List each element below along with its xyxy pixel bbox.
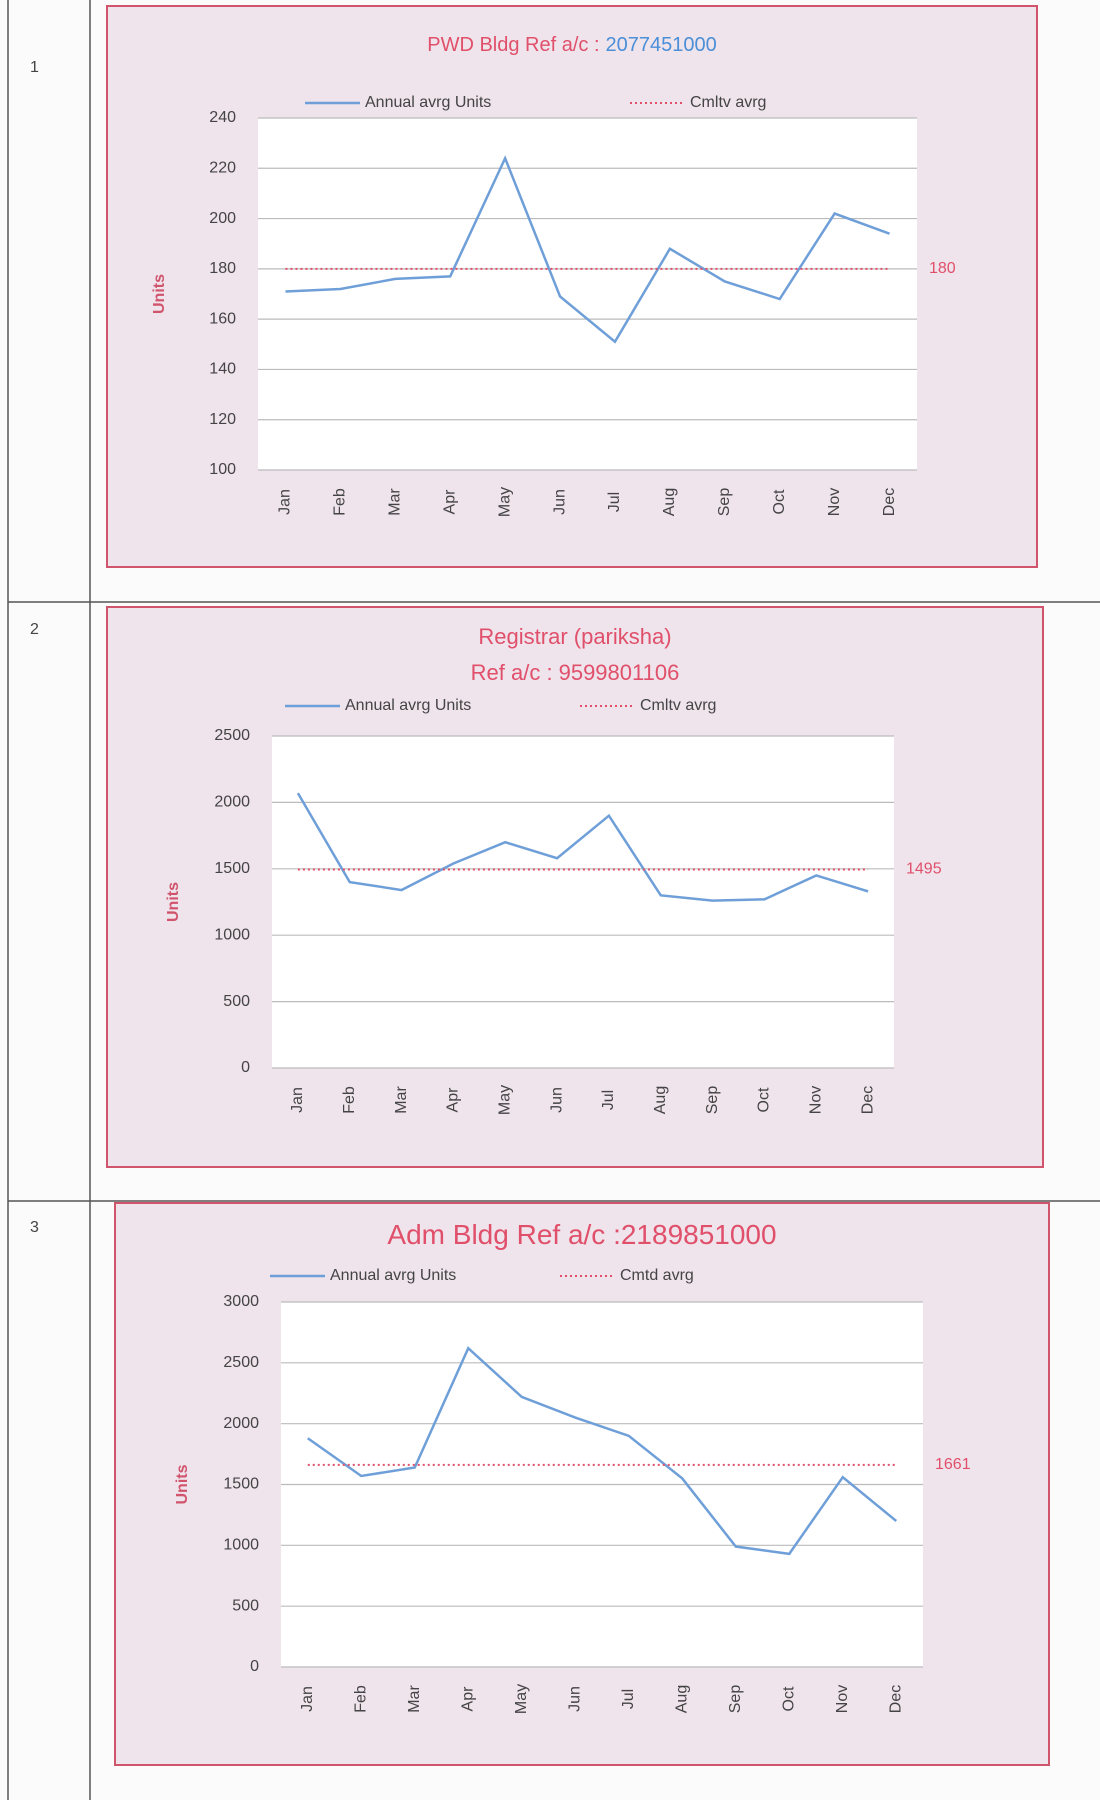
x-tick-label: Jul (620, 1689, 637, 1709)
legend-label: Annual avrg Units (345, 697, 471, 714)
x-tick-label: May (513, 1684, 530, 1714)
x-tick-label: Apr (459, 1686, 476, 1712)
x-tick-label: Dec (881, 488, 898, 516)
average-label: 180 (929, 260, 956, 277)
y-tick-label: 1000 (214, 926, 250, 943)
y-tick-label: 2500 (214, 727, 250, 744)
x-tick-label: Sep (727, 1685, 744, 1714)
x-tick-label: Oct (756, 1087, 773, 1112)
row-number: 2 (30, 621, 39, 638)
data-line (307, 1346, 898, 1556)
x-tick-label: Oct (771, 489, 788, 514)
x-tick-label: Jan (277, 489, 294, 515)
legend-label: Annual avrg Units (330, 1267, 456, 1284)
x-tick-label: Feb (332, 488, 349, 516)
x-tick-label: Feb (341, 1086, 358, 1114)
x-tick-label: Dec (859, 1086, 876, 1114)
data-line (296, 792, 869, 902)
y-tick-label: 100 (209, 461, 236, 478)
x-tick-label: Aug (673, 1685, 690, 1713)
legend-label: Cmltv avrg (690, 94, 766, 111)
title-part: 2077451000 (606, 34, 717, 56)
x-tick-label: Jun (551, 489, 568, 515)
x-tick-label: Aug (661, 488, 678, 516)
x-tick-label: Mar (393, 1086, 410, 1114)
x-tick-label: Feb (352, 1685, 369, 1713)
x-tick-label: Jun (548, 1087, 565, 1113)
x-tick-label: Sep (704, 1086, 721, 1115)
x-tick-label: Jan (299, 1686, 316, 1712)
y-axis-label: Units (151, 274, 168, 314)
x-tick-label: Nov (826, 488, 843, 516)
data-line (285, 155, 890, 344)
y-tick-label: 220 (209, 160, 236, 177)
x-tick-label: Nov (807, 1086, 824, 1114)
x-tick-label: Apr (445, 1087, 462, 1113)
y-tick-label: 160 (209, 310, 236, 327)
x-tick-label: Dec (887, 1685, 904, 1713)
row-number: 1 (30, 59, 39, 76)
chart-title: PWD Bldg Ref a/c : 2077451000 (427, 34, 717, 56)
x-tick-label: Nov (834, 1685, 851, 1713)
plot-area (258, 118, 917, 470)
x-tick-label: Jul (600, 1090, 617, 1110)
y-tick-label: 500 (232, 1597, 259, 1614)
x-tick-label: Sep (716, 488, 733, 517)
y-tick-label: 180 (209, 260, 236, 277)
average-label: 1495 (906, 861, 942, 878)
y-tick-label: 140 (209, 361, 236, 378)
x-tick-label: May (496, 1085, 513, 1115)
chart-title: Adm Bldg Ref a/c :2189851000 (387, 1219, 776, 1250)
x-tick-label: Oct (780, 1686, 797, 1711)
y-tick-label: 1500 (223, 1476, 259, 1493)
legend-label: Cmtd avrg (620, 1267, 694, 1284)
y-tick-label: 0 (250, 1658, 259, 1675)
title-part: 9599801106 (559, 660, 680, 685)
y-tick-label: 1000 (223, 1537, 259, 1554)
title-part: Ref a/c : (471, 660, 553, 685)
row-number: 3 (30, 1219, 39, 1236)
x-tick-label: Jan (289, 1087, 306, 1113)
chart-title: Ref a/c :9599801106 (471, 660, 680, 685)
x-tick-label: Mar (406, 1685, 423, 1713)
legend-label: Annual avrg Units (365, 94, 491, 111)
x-tick-label: Mar (387, 488, 404, 516)
average-label: 1661 (935, 1456, 971, 1473)
y-tick-label: 2000 (223, 1415, 259, 1432)
y-tick-label: 500 (223, 993, 250, 1010)
legend-label: Cmltv avrg (640, 697, 716, 714)
title-part: PWD Bldg Ref a/c : (427, 34, 599, 56)
y-axis-label: Units (165, 882, 182, 922)
plot-area (272, 736, 894, 1068)
y-tick-label: 240 (209, 109, 236, 126)
x-tick-label: May (496, 487, 513, 517)
title-part: Adm Bldg Ref a/c :2189851000 (387, 1219, 776, 1250)
y-tick-label: 1500 (214, 860, 250, 877)
y-tick-label: 2500 (223, 1354, 259, 1371)
x-tick-label: Apr (441, 489, 458, 515)
chart-title: Registrar (pariksha) (478, 624, 671, 649)
y-tick-label: 2000 (214, 794, 250, 811)
x-tick-label: Jun (566, 1686, 583, 1712)
x-tick-label: Aug (652, 1086, 669, 1114)
y-tick-label: 120 (209, 411, 236, 428)
y-tick-label: 200 (209, 210, 236, 227)
y-axis-label: Units (174, 1464, 191, 1504)
title-part: Registrar (pariksha) (478, 624, 671, 649)
y-tick-label: 0 (241, 1059, 250, 1076)
y-tick-label: 3000 (223, 1293, 259, 1310)
x-tick-label: Jul (606, 492, 623, 512)
